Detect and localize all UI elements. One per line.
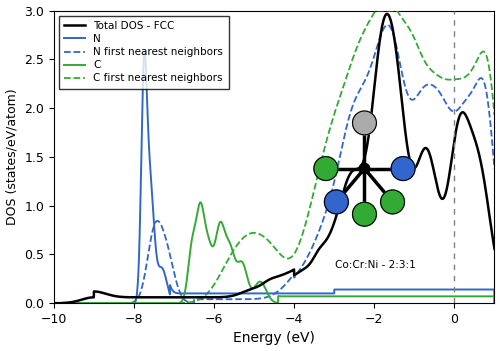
Y-axis label: DOS (states/eV/atom): DOS (states/eV/atom) [6, 88, 18, 225]
Text: Co:Cr:Ni - 2:3:1: Co:Cr:Ni - 2:3:1 [335, 260, 416, 270]
X-axis label: Energy (eV): Energy (eV) [233, 331, 315, 345]
Legend: Total DOS - FCC, N, N first nearest neighbors, C, C first nearest neighbors: Total DOS - FCC, N, N first nearest neig… [59, 16, 228, 89]
